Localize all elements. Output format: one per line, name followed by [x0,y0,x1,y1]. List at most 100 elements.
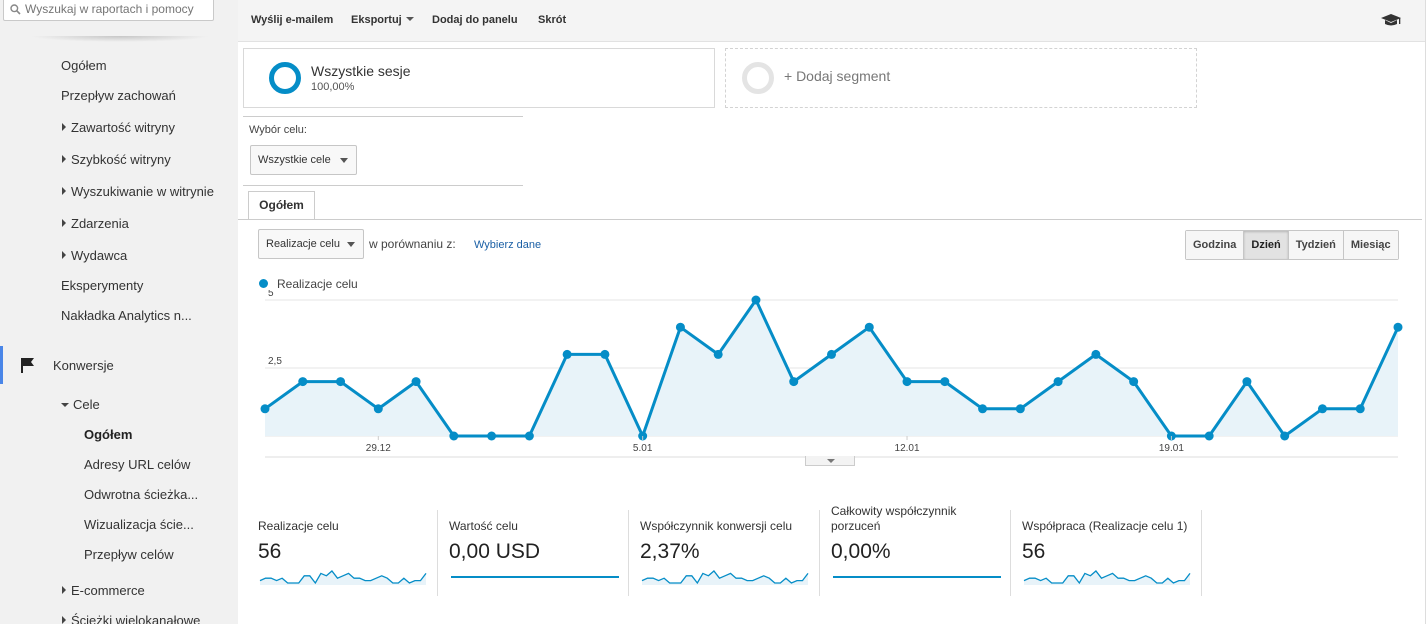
metric-label: Całkowity współczynnik porzuceń [831,504,957,533]
data-point [1317,404,1327,414]
data-point [524,431,534,441]
sidebar-item-label: Wyszukiwanie w witrynie [71,184,214,199]
data-point [1393,322,1403,332]
sparkline-area [642,571,808,585]
sidebar-item-analytics-overlay[interactable]: Nakładka Analytics n... [61,308,192,323]
metric-value: 0,00% [831,540,891,563]
data-point [373,404,383,414]
data-point [411,377,421,387]
divider [243,116,523,117]
metric-label: Realizacje celu [258,519,339,533]
granularity-hour-button[interactable]: Godzina [1186,231,1244,259]
sidebar-item-label: Ścieżki wielokanałowe [71,613,201,624]
granularity-month-button[interactable]: Miesiąc [1342,231,1398,259]
metric-total-abandonment-rate: Całkowity współczynnik porzuceń 0,00% [831,504,1011,596]
sidebar-item-site-speed[interactable]: Szybkość witryny [62,152,171,167]
x-tick-label: 5.01 [633,443,653,454]
sidebar-item-experiments[interactable]: Eksperymenty [61,278,144,293]
data-point [1091,349,1101,359]
sidebar-item-goal-flow[interactable]: Przepływ celów [84,547,174,562]
data-point [1053,377,1063,387]
goal-completions-chart: 5 2,5 29.12 5.01 12.01 19.01 [260,290,1403,458]
sparkline [1023,570,1191,585]
shortcut-button[interactable]: Skrót [538,14,567,26]
granularity-week-button[interactable]: Tydzień [1287,231,1343,259]
sidebar-item-conversions[interactable]: Konwersje [53,358,114,373]
sidebar-item-site-content[interactable]: Zawartość witryny [62,120,175,135]
segment-all-sessions[interactable]: Wszystkie sesje 100,00% [243,48,715,108]
data-point [298,377,308,387]
legend-dot [259,279,268,288]
compare-label: w porównaniu z: [369,237,456,251]
sidebar-item-publisher[interactable]: Wydawca [62,248,127,263]
expand-arrow-icon [62,187,66,195]
sparkline-line [641,570,809,585]
expand-arrow-icon [62,251,66,259]
sidebar-item-label: Szybkość witryny [71,152,171,167]
chevron-down-icon [827,459,835,463]
metric-value: 2,37% [640,540,700,563]
chart-legend: Realizacje celu [259,277,358,291]
sidebar-item-funnel-visualization[interactable]: Wizualizacja ście... [84,517,194,532]
tab-underline [238,219,1422,220]
sidebar-item-behavior-flow[interactable]: Przepływ zachowań [61,88,176,103]
select-metric-link[interactable]: Wybierz dane [474,239,542,251]
metric-select-dropdown[interactable]: Realizacje celu [258,229,364,259]
sidebar-item-ecommerce[interactable]: E-commerce [62,583,145,598]
x-tick-label: 19.01 [1159,443,1184,454]
sidebar-item-multichannel[interactable]: Ścieżki wielokanałowe [62,613,200,624]
expand-arrow-icon [62,155,66,163]
chevron-down-icon [340,158,348,163]
data-point [449,431,459,441]
sidebar-item-goal-urls[interactable]: Adresy URL celów [84,457,191,472]
tab-overview[interactable]: Ogółem [248,191,315,220]
sidebar-item-events[interactable]: Zdarzenia [62,216,129,231]
report-toolbar: Wyślij e-mailem Eksportuj Dodaj do panel… [238,0,1426,42]
metric-label: Współczynnik konwersji celu [640,519,793,533]
goal-select-dropdown[interactable]: Wszystkie cele [250,145,357,175]
granularity-selector: Godzina Dzień Tydzień Miesiąc [1185,230,1399,260]
data-point [1355,404,1365,414]
chevron-down-icon [405,17,414,21]
data-point [1242,377,1252,387]
expand-arrow-icon [62,616,66,624]
data-point [336,377,346,387]
segment-percentage: 100,00% [311,81,355,93]
collapse-chart-button[interactable] [805,456,855,466]
email-button[interactable]: Wyślij e-mailem [251,14,334,26]
add-to-dashboard-button[interactable]: Dodaj do panelu [432,14,518,26]
data-point [751,295,761,305]
search-input[interactable] [25,2,205,16]
sparkline-line [259,570,427,585]
metric-goal-value: Wartość celu 0,00 USD [449,510,629,596]
export-label: Eksportuj [351,14,402,26]
sparkline [259,570,427,585]
data-point [487,431,497,441]
metric-select-value: Realizacje celu [266,238,340,250]
sidebar-item-reverse-goal-path[interactable]: Odwrotna ścieżka... [84,487,199,502]
graduation-cap-icon[interactable] [1380,12,1402,28]
sidebar-item-label: E-commerce [71,583,145,598]
x-tick-label: 29.12 [366,443,391,454]
data-point [1204,431,1214,441]
metric-value: 0,00 USD [449,540,541,563]
add-segment-button[interactable]: + Dodaj segment [725,48,1197,108]
sidebar-item-site-search[interactable]: Wyszukiwanie w witrynie [62,184,214,199]
sparkline-area [1024,571,1190,585]
collapse-arrow-icon [61,403,69,407]
export-button[interactable]: Eksportuj [351,14,414,26]
data-point [1015,404,1025,414]
sidebar-item-overview[interactable]: Ogółem [61,58,107,73]
search-box[interactable] [3,0,214,21]
series-area [265,300,1398,436]
sparkline [641,570,809,585]
sidebar-item-goals[interactable]: Cele [61,397,100,412]
metric-label: Wartość celu [449,519,518,533]
sidebar-item-label: Wydawca [71,248,128,263]
data-point [902,377,912,387]
granularity-day-button[interactable]: Dzień [1243,231,1288,259]
expand-arrow-icon [62,123,66,131]
legend-label: Realizacje celu [277,277,358,291]
sidebar-item-goals-overview[interactable]: Ogółem [84,427,133,442]
